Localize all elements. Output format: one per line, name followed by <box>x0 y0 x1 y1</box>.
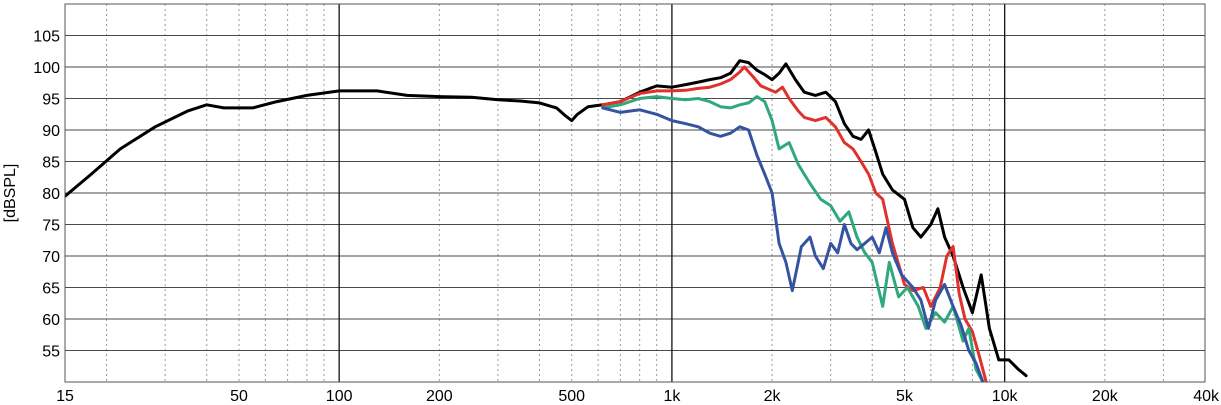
x-tick-label: 1k <box>663 388 681 405</box>
grid-major <box>65 4 1205 382</box>
x-tick-label: 500 <box>558 388 585 405</box>
y-tick-label: 105 <box>33 29 60 46</box>
x-tick-label: 50 <box>230 388 248 405</box>
x-tick-labels: 15 50 100 200 500 1k 2k 5k 10k 20k 40k <box>56 388 1220 405</box>
x-tick-label: 5k <box>896 388 914 405</box>
y-tick-label: 90 <box>42 123 60 140</box>
series-line-3 <box>601 95 985 382</box>
y-tick-label: 70 <box>42 249 60 266</box>
x-tick-label: 200 <box>426 388 453 405</box>
x-tick-label: 20k <box>1092 388 1119 405</box>
y-tick-label: 100 <box>33 60 60 77</box>
x-tick-label: 100 <box>326 388 353 405</box>
x-tick-label: 40k <box>1193 388 1220 405</box>
y-tick-label: 95 <box>42 92 60 109</box>
x-tick-label: 2k <box>764 388 782 405</box>
series-line-2 <box>601 65 988 382</box>
y-tick-label: 65 <box>42 281 60 298</box>
y-tick-label: 60 <box>42 312 60 329</box>
y-tick-label: 85 <box>42 155 60 172</box>
plot-area-border <box>64 3 1206 383</box>
y-tick-label: 80 <box>42 186 60 203</box>
y-tick-labels: 55 60 65 70 75 80 85 90 95 100 105 <box>33 29 60 361</box>
x-tick-label: 15 <box>56 388 74 405</box>
series-line-1 <box>65 59 1028 378</box>
series-line-4 <box>601 106 985 382</box>
y-tick-label: 75 <box>42 218 60 235</box>
x-tick-label: 10k <box>992 388 1019 405</box>
y-axis-label: [dBSPL] <box>2 164 19 223</box>
y-tick-label: 55 <box>42 344 60 361</box>
data-series <box>65 59 1028 382</box>
